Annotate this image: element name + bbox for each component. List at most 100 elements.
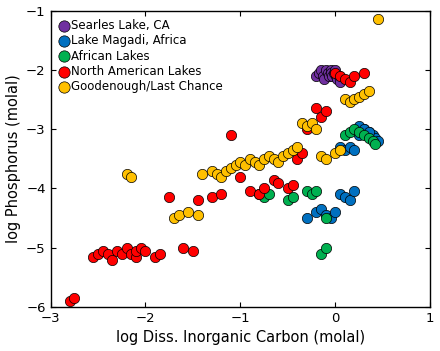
North American Lakes: [318, 114, 325, 120]
North American Lakes: [351, 73, 358, 79]
Searles Lake, CA: [331, 70, 338, 75]
Lake Magadi, Africa: [356, 132, 363, 138]
Goodenough/Last Chance: [246, 156, 253, 161]
North American Lakes: [151, 254, 158, 259]
Goodenough/Last Chance: [175, 212, 182, 218]
Goodenough/Last Chance: [279, 153, 286, 159]
African Lakes: [322, 215, 329, 221]
Lake Magadi, Africa: [322, 212, 329, 218]
North American Lakes: [256, 192, 263, 197]
North American Lakes: [322, 108, 329, 114]
African Lakes: [360, 132, 367, 138]
Searles Lake, CA: [315, 70, 323, 75]
Searles Lake, CA: [329, 73, 336, 79]
Lake Magadi, Africa: [337, 192, 344, 197]
Goodenough/Last Chance: [237, 159, 244, 165]
North American Lakes: [123, 245, 130, 251]
African Lakes: [351, 126, 358, 132]
Goodenough/Last Chance: [209, 168, 216, 173]
North American Lakes: [275, 180, 282, 185]
North American Lakes: [156, 251, 163, 257]
North American Lakes: [132, 254, 139, 259]
North American Lakes: [137, 245, 144, 251]
Goodenough/Last Chance: [322, 156, 329, 161]
North American Lakes: [90, 254, 97, 259]
Goodenough/Last Chance: [284, 150, 291, 156]
North American Lakes: [114, 248, 121, 253]
Legend: Searles Lake, CA, Lake Magadi, Africa, African Lakes, North American Lakes, Good: Searles Lake, CA, Lake Magadi, Africa, A…: [56, 16, 225, 95]
Lake Magadi, Africa: [327, 215, 334, 221]
North American Lakes: [128, 251, 135, 257]
African Lakes: [308, 192, 315, 197]
Lake Magadi, Africa: [370, 132, 377, 138]
Searles Lake, CA: [318, 67, 325, 73]
North American Lakes: [289, 183, 296, 188]
North American Lakes: [95, 251, 102, 257]
Searles Lake, CA: [322, 67, 329, 73]
African Lakes: [341, 132, 348, 138]
Lake Magadi, Africa: [346, 198, 353, 203]
North American Lakes: [104, 251, 111, 257]
North American Lakes: [227, 132, 235, 138]
Goodenough/Last Chance: [218, 174, 225, 179]
Goodenough/Last Chance: [332, 150, 339, 156]
Goodenough/Last Chance: [270, 156, 277, 161]
Searles Lake, CA: [324, 70, 331, 75]
African Lakes: [313, 188, 320, 194]
Searles Lake, CA: [337, 79, 344, 85]
Searles Lake, CA: [336, 73, 343, 79]
Searles Lake, CA: [332, 67, 339, 73]
Searles Lake, CA: [328, 70, 335, 75]
North American Lakes: [299, 150, 306, 156]
North American Lakes: [218, 192, 225, 197]
African Lakes: [365, 135, 372, 141]
Goodenough/Last Chance: [360, 91, 367, 97]
Goodenough/Last Chance: [123, 171, 130, 177]
Goodenough/Last Chance: [318, 153, 325, 159]
Lake Magadi, Africa: [303, 215, 310, 221]
Goodenough/Last Chance: [170, 215, 177, 221]
North American Lakes: [109, 257, 116, 263]
Lake Magadi, Africa: [351, 147, 358, 153]
Goodenough/Last Chance: [265, 153, 272, 159]
African Lakes: [346, 129, 353, 135]
Lake Magadi, Africa: [313, 209, 320, 215]
Lake Magadi, Africa: [351, 188, 358, 194]
Goodenough/Last Chance: [356, 94, 363, 99]
North American Lakes: [246, 188, 253, 194]
Goodenough/Last Chance: [313, 126, 320, 132]
North American Lakes: [142, 248, 149, 253]
African Lakes: [260, 194, 268, 200]
North American Lakes: [341, 76, 348, 81]
Goodenough/Last Chance: [251, 159, 258, 165]
Goodenough/Last Chance: [374, 16, 381, 22]
Goodenough/Last Chance: [337, 147, 344, 153]
North American Lakes: [180, 245, 187, 251]
Goodenough/Last Chance: [303, 123, 310, 129]
Goodenough/Last Chance: [242, 162, 249, 167]
Goodenough/Last Chance: [185, 209, 192, 215]
Goodenough/Last Chance: [294, 144, 301, 150]
Lake Magadi, Africa: [318, 206, 325, 212]
Lake Magadi, Africa: [346, 144, 353, 150]
Searles Lake, CA: [327, 67, 334, 73]
North American Lakes: [132, 248, 139, 253]
Y-axis label: log Phosphorus (molal): log Phosphorus (molal): [6, 74, 21, 243]
North American Lakes: [99, 248, 106, 253]
African Lakes: [318, 251, 325, 257]
North American Lakes: [166, 194, 173, 200]
North American Lakes: [346, 79, 353, 85]
Goodenough/Last Chance: [308, 120, 315, 126]
African Lakes: [256, 192, 263, 197]
Goodenough/Last Chance: [299, 120, 306, 126]
African Lakes: [372, 141, 379, 147]
North American Lakes: [270, 177, 277, 183]
North American Lakes: [190, 248, 197, 253]
North American Lakes: [71, 295, 78, 301]
Lake Magadi, Africa: [374, 138, 381, 144]
Searles Lake, CA: [313, 73, 320, 79]
Searles Lake, CA: [320, 76, 327, 81]
Goodenough/Last Chance: [275, 159, 282, 165]
African Lakes: [322, 245, 329, 251]
North American Lakes: [284, 186, 291, 191]
